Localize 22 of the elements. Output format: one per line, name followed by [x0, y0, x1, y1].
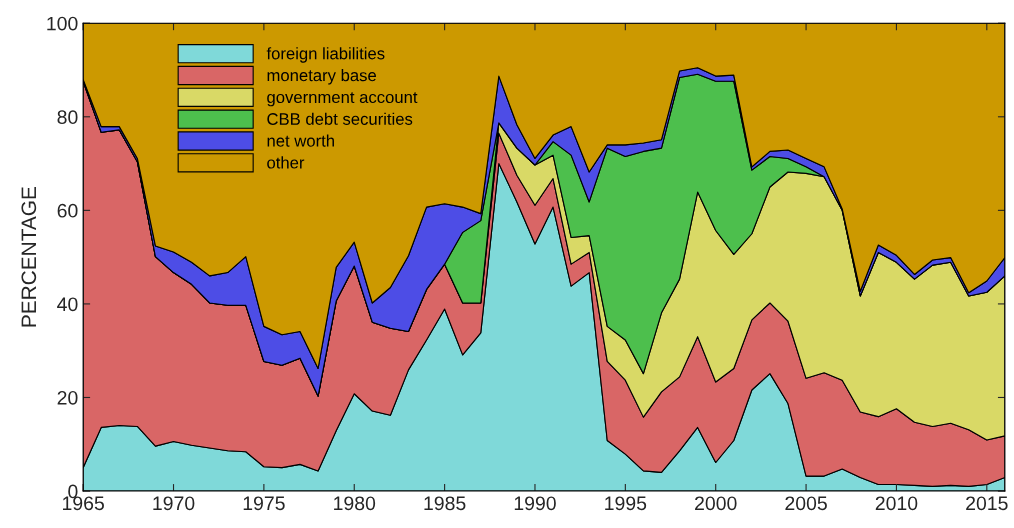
y-tick-label: 100 [47, 16, 78, 31]
legend-label: CBB debt securities [267, 112, 413, 125]
legend-label: government account [267, 92, 418, 107]
x-tick-label: 1980 [334, 496, 376, 511]
y-axis-title: PERCENTAGE [21, 187, 37, 327]
x-tick-label: 1975 [243, 496, 285, 511]
legend-label: foreign liabilities [266, 47, 385, 63]
x-tick-label: 1985 [424, 496, 466, 511]
x-tick-label: 2000 [695, 496, 737, 511]
legend-label: net worth [267, 134, 334, 147]
y-tick-label: 40 [57, 297, 78, 312]
legend-label: monetary base [267, 69, 376, 85]
x-tick-label: 2005 [785, 496, 827, 511]
x-tick-label: 2010 [875, 496, 918, 511]
x-tick-label: 1970 [153, 496, 195, 511]
x-tick-label: 1995 [605, 496, 647, 511]
legend-label: other [267, 156, 305, 169]
y-tick-label: 80 [57, 110, 78, 125]
y-tick-label: 60 [57, 203, 78, 218]
x-tick-label: 1990 [514, 496, 556, 511]
y-tick-label: 20 [57, 390, 78, 405]
x-tick-label: 2015 [966, 496, 1008, 511]
